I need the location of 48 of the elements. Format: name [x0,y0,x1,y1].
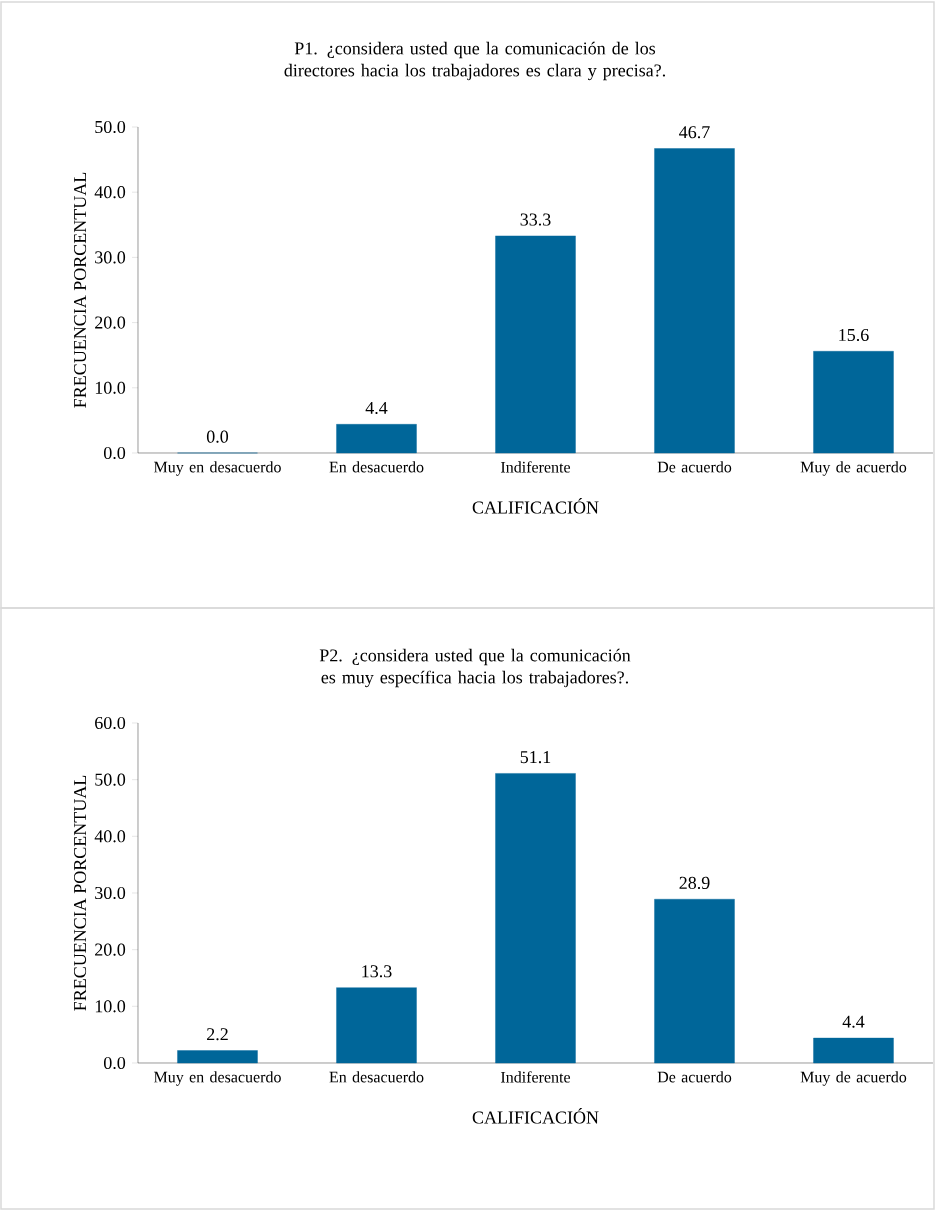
x-tick-label: Muy de acuerdo [800,1071,907,1086]
x-tick-label: En desacuerdo [329,461,424,473]
y-tick-label: 20.0 [95,316,126,329]
x-tick-label: Muy en desacuerdo [153,461,281,476]
data-label: 33.3 [520,213,551,226]
data-label: 13.3 [362,965,392,978]
data-label: 4.4 [365,402,388,415]
y-tick-label: 0.0 [103,446,126,460]
x-axis-title: CALIFICACIÓN [472,1107,599,1124]
bar [813,1037,894,1064]
x-tick-label: De acuerdo [657,1071,732,1083]
data-label: 4.4 [842,1015,865,1028]
y-tick-label: 60.0 [95,716,126,730]
y-tick-label: 20.0 [95,943,126,956]
x-tick-label: Indiferente [500,461,571,473]
y-tick-label: 40.0 [94,186,126,199]
data-label: 15.6 [839,328,869,342]
y-tick-label: 30.0 [95,886,126,900]
bar [495,235,576,454]
data-label: 46.7 [679,126,710,139]
y-axis-title: FRECUENCIA PORCENTUAL [74,775,87,1011]
y-tick-label: 10.0 [95,1000,126,1013]
y-tick-label: 50.0 [95,773,126,786]
y-tick-label: 50.0 [95,120,126,134]
data-label: 0.0 [206,430,229,443]
x-tick-label: De acuerdo [657,461,732,473]
bar [495,773,576,1064]
bar [336,987,417,1064]
x-tick-label: En desacuerdo [329,1071,424,1083]
x-tick-label: Muy de acuerdo [800,461,907,476]
chart-title: P2. ¿considera usted que la comunicación es muy específica hacia los trabajadores?. [319,648,631,688]
x-axis-title: CALIFICACIÓN [472,497,599,514]
bar [177,1050,258,1064]
data-label: 51.1 [520,751,551,764]
y-tick-label: 0.0 [103,1056,126,1070]
chart-title: P1. ¿considera usted que la comunicación de los directores hacia los trabajadores es clara y precisa?. [284,41,666,81]
data-label: 28.9 [679,876,710,890]
y-tick-label: 10.0 [95,381,126,394]
bar [336,424,417,454]
y-tick-label: 30.0 [95,251,126,264]
y-axis-title: FRECUENCIA PORCENTUAL [74,172,87,408]
y-tick-label: 40.0 [94,830,126,843]
bar [813,351,894,454]
bar [654,148,735,454]
bar [654,899,735,1064]
data-label: 2.2 [207,1028,228,1041]
x-tick-label: Muy en desacuerdo [153,1071,281,1086]
x-tick-label: Indiferente [500,1071,571,1083]
